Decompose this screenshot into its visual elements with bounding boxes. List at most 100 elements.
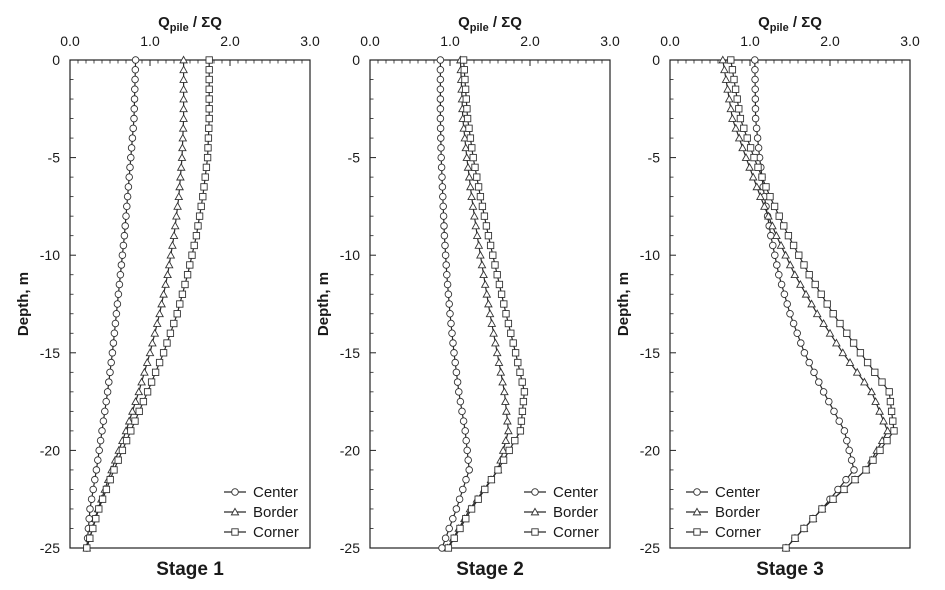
data-point-corner — [460, 66, 468, 74]
data-point-center — [118, 251, 127, 259]
data-point-center — [440, 231, 449, 240]
data-point-center — [783, 300, 791, 308]
data-point-center — [114, 290, 123, 298]
data-point-center — [113, 300, 122, 308]
data-point-center — [95, 446, 103, 455]
data-point-corner — [519, 397, 528, 406]
series-line-border — [447, 59, 510, 549]
data-point-corner — [482, 222, 491, 230]
data-point-corner — [784, 232, 793, 240]
x-tick-label: 1.0 — [140, 33, 160, 49]
data-point-border — [164, 260, 174, 269]
data-point-border — [179, 114, 188, 122]
x-tick-label: 2.0 — [520, 33, 540, 49]
data-point-corner — [746, 144, 755, 152]
data-point-center — [444, 290, 453, 298]
x-axis-title-main: Q — [758, 14, 770, 31]
stage-title: Stage 2 — [456, 559, 524, 580]
data-point-border — [176, 172, 185, 181]
data-point-corner — [754, 163, 762, 172]
data-point-border — [503, 416, 512, 425]
data-point-border — [781, 250, 790, 259]
data-point-corner — [504, 319, 513, 328]
data-point-corner — [484, 232, 493, 240]
data-point-border — [731, 123, 741, 132]
data-point-corner — [856, 349, 865, 357]
data-point-border — [728, 114, 737, 122]
data-point-corner — [823, 300, 831, 308]
x-axis-title-subscript: pile — [770, 22, 789, 34]
data-point-border — [470, 211, 479, 220]
data-point-border — [175, 182, 184, 191]
data-point-corner — [514, 358, 522, 367]
series-line-center — [754, 59, 855, 549]
data-point-corner — [170, 319, 178, 328]
data-point-center — [442, 261, 450, 269]
data-point-corner — [461, 85, 470, 93]
data-point-border — [134, 387, 144, 396]
data-point-border — [462, 153, 472, 161]
data-point-center — [847, 456, 856, 464]
data-point-corner — [889, 417, 897, 425]
data-point-corner — [468, 144, 476, 152]
data-point-center — [91, 475, 99, 484]
data-point-corner — [201, 173, 209, 181]
series-markers-center — [751, 56, 858, 552]
data-point-border — [812, 309, 822, 318]
data-point-corner — [202, 163, 211, 172]
data-point-center — [793, 329, 801, 338]
data-point-center — [815, 378, 823, 386]
data-point-center — [438, 173, 446, 181]
data-point-center — [131, 85, 139, 94]
data-point-border — [501, 397, 510, 405]
data-point-corner — [92, 515, 100, 523]
series-line-border — [722, 59, 889, 549]
data-point-center — [105, 378, 113, 386]
data-point-center — [127, 153, 135, 162]
data-point-corner — [486, 241, 495, 250]
data-point-corner — [110, 466, 118, 474]
data-point-corner — [159, 349, 168, 357]
data-point-corner — [733, 95, 741, 103]
data-point-corner — [811, 280, 819, 289]
panel-stage-1: 0.0 1.0 2.0 3.0 0 -5 -10 -15 -20 -25 Qpile / ΣQ Dep… — [15, 14, 320, 580]
data-point-corner — [450, 534, 458, 542]
data-point-corner — [173, 310, 181, 318]
data-point-corner — [499, 456, 508, 464]
data-point-corner — [127, 427, 135, 435]
data-point-center — [439, 212, 448, 220]
stage-title: Stage 3 — [756, 559, 824, 580]
plot-frame — [69, 59, 311, 549]
data-point-center — [438, 183, 447, 191]
y-tick-label: -5 — [348, 150, 361, 166]
data-point-center — [797, 339, 805, 347]
data-point-corner — [780, 222, 788, 230]
data-point-corner — [166, 329, 175, 337]
data-point-center — [461, 427, 469, 435]
data-point-corner — [818, 505, 826, 513]
data-point-border — [157, 299, 166, 308]
data-point-border — [487, 318, 497, 327]
y-tick-label: -15 — [340, 345, 360, 361]
data-point-corner — [205, 75, 213, 84]
data-point-corner — [876, 446, 884, 455]
data-point-border — [745, 162, 754, 171]
legend-marker-corner — [693, 528, 701, 536]
data-point-corner — [805, 271, 813, 279]
data-point-corner — [197, 202, 205, 211]
data-point-corner — [743, 134, 751, 142]
data-point-center — [122, 212, 130, 220]
data-point-corner — [509, 339, 517, 347]
data-point-border — [764, 211, 773, 220]
data-point-corner — [862, 466, 870, 474]
data-point-border — [752, 182, 762, 191]
data-point-center — [436, 75, 445, 84]
data-point-corner — [114, 456, 122, 464]
data-point-center — [92, 466, 101, 474]
data-point-center — [753, 134, 762, 142]
data-point-corner — [782, 544, 790, 552]
data-point-border — [460, 133, 470, 142]
data-point-center — [106, 368, 114, 377]
y-tick-label: 0 — [652, 52, 660, 68]
data-point-center — [453, 378, 462, 386]
